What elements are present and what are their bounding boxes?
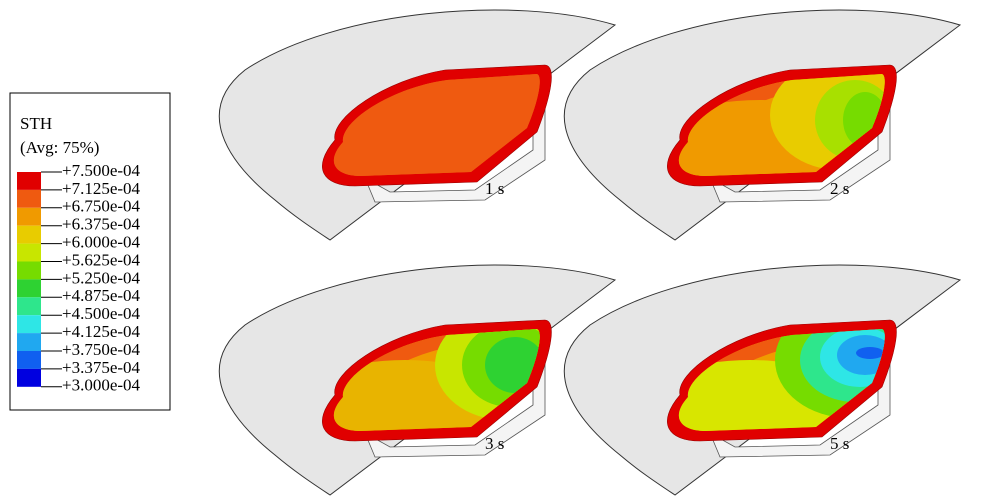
legend-label: +3.375e-04 — [62, 358, 141, 377]
legend-swatch — [17, 208, 41, 226]
legend-label: +4.125e-04 — [62, 322, 141, 341]
legend-label: +5.625e-04 — [62, 250, 141, 269]
legend-swatch — [17, 369, 41, 387]
contour-band — [856, 347, 884, 359]
legend-scale: +7.500e-04+7.125e-04+6.750e-04+6.375e-04… — [17, 161, 141, 395]
legend-swatch — [17, 262, 41, 280]
panel-label: 2 s — [830, 179, 849, 198]
legend-subtitle: (Avg: 75%) — [20, 138, 99, 157]
legend-label: +6.750e-04 — [62, 197, 141, 216]
legend-swatch — [17, 297, 41, 315]
panels: 1 s 2 s 3 s 5 s — [219, 10, 960, 495]
legend-label: +7.125e-04 — [62, 179, 141, 198]
contour-panel: 5 s — [564, 265, 960, 495]
legend-swatch — [17, 226, 41, 244]
legend-label: +3.750e-04 — [62, 340, 141, 359]
legend-label: +6.000e-04 — [62, 233, 141, 252]
legend-label: +3.000e-04 — [62, 376, 141, 395]
panel-label: 1 s — [485, 179, 504, 198]
legend-swatch — [17, 172, 41, 190]
panel-label: 3 s — [485, 434, 504, 453]
legend-swatch — [17, 190, 41, 208]
legend-swatch — [17, 244, 41, 262]
contour-panel: 2 s — [564, 10, 960, 240]
legend-label: +5.250e-04 — [62, 268, 141, 287]
legend-label: +7.500e-04 — [62, 161, 141, 180]
contour-panel: 3 s — [219, 265, 615, 495]
legend-swatch — [17, 333, 41, 351]
legend-label: +4.875e-04 — [62, 286, 141, 305]
legend-swatch — [17, 315, 41, 333]
legend-swatch — [17, 279, 41, 297]
figure: STH (Avg: 75%) +7.500e-04+7.125e-04+6.75… — [0, 0, 988, 497]
legend-title: STH — [20, 114, 52, 133]
legend-swatch — [17, 351, 41, 369]
legend-label: +4.500e-04 — [62, 304, 141, 323]
legend-label: +6.375e-04 — [62, 215, 141, 234]
panel-label: 5 s — [830, 434, 849, 453]
